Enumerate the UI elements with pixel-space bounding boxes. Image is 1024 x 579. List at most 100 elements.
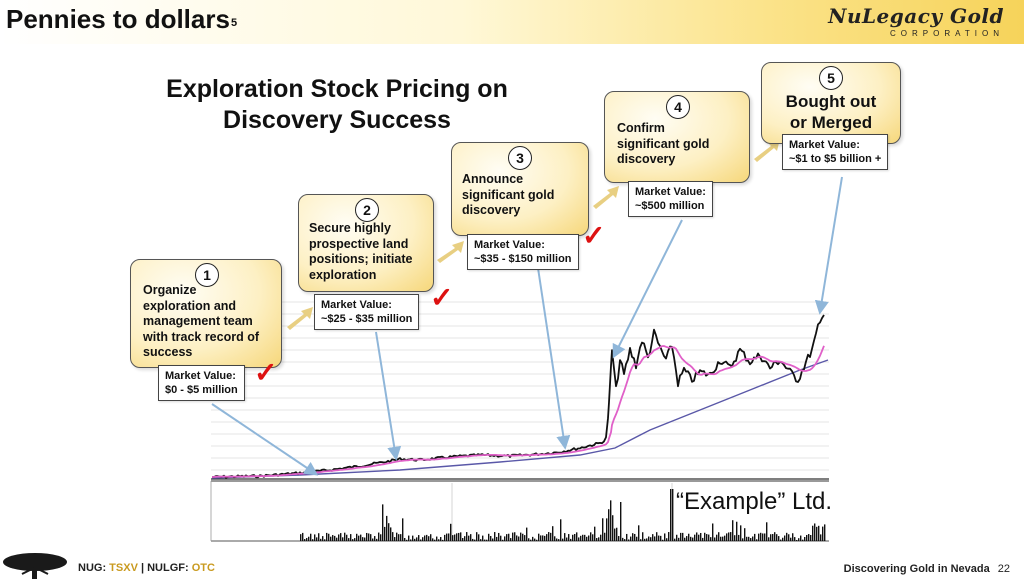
step-arrow-3-4 xyxy=(593,186,619,209)
volume-bar xyxy=(622,537,624,541)
volume-bar xyxy=(734,535,736,541)
volume-bar xyxy=(506,534,508,541)
volume-bar xyxy=(498,532,500,541)
volume-bar xyxy=(738,534,740,541)
callout-arrow-2 xyxy=(375,331,402,461)
volume-bar xyxy=(472,538,474,541)
volume-bar xyxy=(600,534,602,541)
step-arrow-2-3 xyxy=(437,241,464,263)
slide-title: Pennies to dollars5 xyxy=(6,4,238,34)
volume-bar xyxy=(508,533,510,541)
volume-bar xyxy=(654,536,656,541)
volume-bar xyxy=(716,534,718,541)
step-2-market-value: Market Value: ~$25 - $35 million xyxy=(314,294,420,330)
volume-bar xyxy=(456,533,458,541)
volume-bar xyxy=(606,518,608,541)
volume-bar xyxy=(672,489,674,541)
volume-bar xyxy=(542,535,544,541)
volume-bar xyxy=(740,525,742,541)
volume-bar xyxy=(688,533,690,541)
volume-bar xyxy=(476,532,478,541)
volume-bar xyxy=(616,527,618,541)
step-1-check-icon: ✓ xyxy=(254,357,278,388)
volume-bar xyxy=(686,536,688,541)
volume-bar xyxy=(556,538,558,541)
volume-bar xyxy=(406,539,408,541)
volume-bar xyxy=(708,534,710,541)
volume-bar xyxy=(626,533,628,541)
volume-bar xyxy=(582,534,584,541)
callout-arrow-3 xyxy=(537,267,571,450)
volume-bar xyxy=(384,526,386,541)
volume-bar xyxy=(470,534,472,541)
volume-bar xyxy=(302,532,304,541)
volume-bar xyxy=(360,534,362,541)
volume-bar xyxy=(642,532,644,541)
volume-bar xyxy=(656,532,658,541)
volume-bar xyxy=(514,532,516,541)
volume-bar xyxy=(668,532,670,541)
volume-bar xyxy=(588,535,590,541)
volume-bar xyxy=(450,523,452,541)
volume-bar xyxy=(394,537,396,541)
volume-bar xyxy=(676,534,678,541)
volume-bar xyxy=(408,535,410,541)
volume-bar xyxy=(536,539,538,541)
volume-bar xyxy=(778,536,780,541)
volume-bar xyxy=(528,538,530,541)
volume-bar xyxy=(586,536,588,541)
volume-bar xyxy=(714,537,716,541)
volume-bar xyxy=(804,536,806,541)
price-line xyxy=(211,314,825,479)
volume-bar xyxy=(770,534,772,541)
volume-bar xyxy=(434,539,436,541)
volume-bar xyxy=(382,504,384,541)
volume-bar xyxy=(326,532,328,541)
volume-bar xyxy=(444,534,446,541)
step-2-check-icon: ✓ xyxy=(430,282,454,313)
volume-bar xyxy=(760,532,762,541)
step-arrow-1-2 xyxy=(287,307,313,330)
step-3-number: 3 xyxy=(508,146,532,170)
volume-bar xyxy=(794,537,796,541)
volume-bar xyxy=(534,538,536,541)
volume-bar xyxy=(516,535,518,541)
volume-bar xyxy=(604,532,606,541)
step-5-box: 5 Bought out or Merged xyxy=(761,62,901,144)
volume-bar xyxy=(500,535,502,541)
step-4-box: 4 Confirm significant gold discovery xyxy=(604,91,750,183)
volume-bar xyxy=(756,539,758,541)
volume-bar xyxy=(788,534,790,541)
volume-bar xyxy=(822,526,824,541)
volume-bar xyxy=(512,532,514,541)
volume-bar xyxy=(344,532,346,541)
volume-bar xyxy=(398,534,400,541)
volume-bar xyxy=(442,539,444,541)
volume-bar xyxy=(480,539,482,541)
volume-bar xyxy=(774,532,776,541)
logo-subtext: CORPORATION xyxy=(890,29,1004,38)
volume-bar xyxy=(524,535,526,541)
chart-label: “Example” Ltd. xyxy=(676,488,833,515)
callout-arrow-4 xyxy=(612,219,683,359)
volume-bar xyxy=(482,535,484,541)
volume-bar xyxy=(722,536,724,541)
volume-bar xyxy=(494,532,496,541)
volume-bar xyxy=(690,536,692,541)
step-2-box: 2 Secure highly prospective land positions… xyxy=(298,194,434,292)
volume-bar xyxy=(746,536,748,541)
step-2-number: 2 xyxy=(355,198,379,222)
volume-bar xyxy=(728,532,730,541)
volume-bar xyxy=(426,534,428,541)
volume-bar xyxy=(754,533,756,541)
volume-bar xyxy=(578,537,580,541)
volume-bar xyxy=(460,532,462,541)
volume-bar xyxy=(602,518,604,541)
volume-bar xyxy=(392,532,394,541)
volume-bar xyxy=(478,534,480,541)
volume-bar xyxy=(766,522,768,541)
volume-bar xyxy=(682,532,684,541)
volume-bar xyxy=(660,535,662,541)
volume-bar xyxy=(640,539,642,541)
